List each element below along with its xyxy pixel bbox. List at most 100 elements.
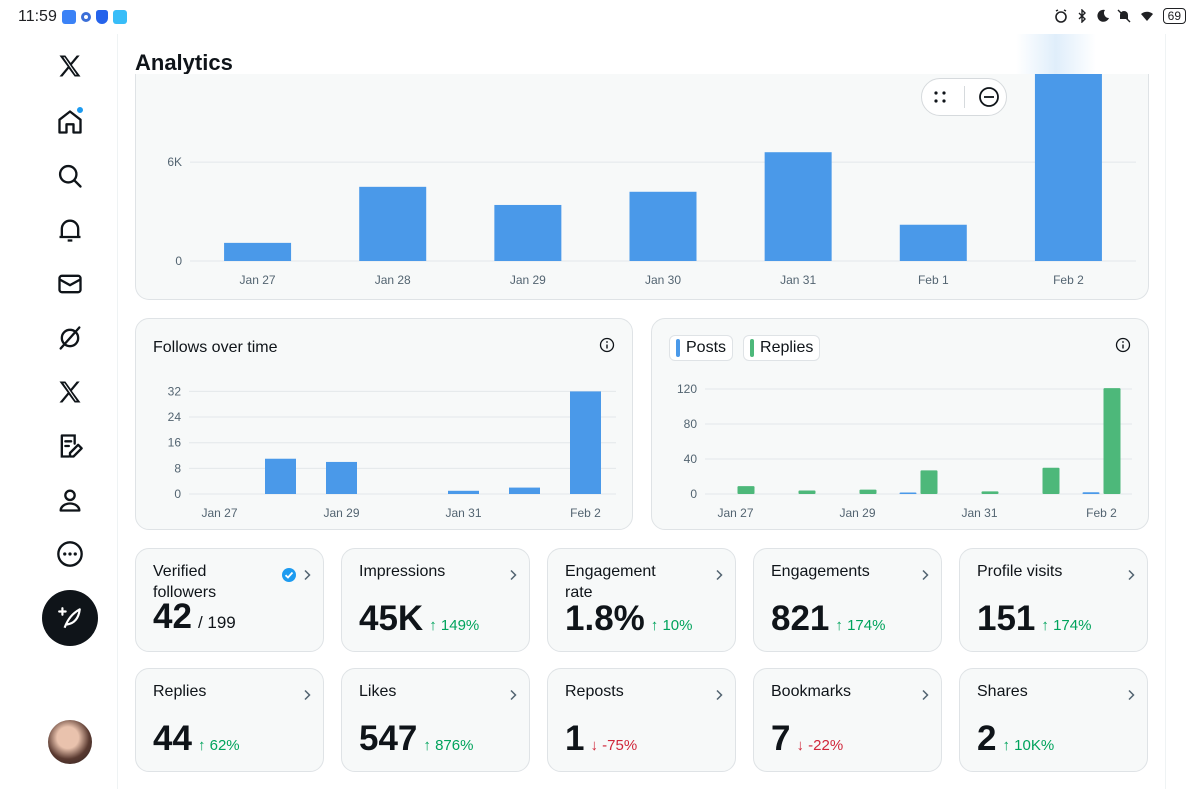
chevron-right-icon[interactable] — [713, 569, 725, 581]
bar[interactable] — [224, 242, 292, 261]
stat-card-replies[interactable]: Replies 44 ↑ 62% — [135, 668, 324, 772]
stat-value: 821 — [771, 599, 830, 638]
chevron-right-icon[interactable] — [919, 689, 931, 701]
grok-icon[interactable] — [42, 316, 98, 360]
avatar[interactable] — [48, 720, 92, 764]
stat-value: 2 — [977, 719, 997, 758]
stat-card-likes[interactable]: Likes 547 ↑ 876% — [341, 668, 530, 772]
stat-card-engagement-rate[interactable]: Engagement rate 1.8% ↑ 10% — [547, 548, 736, 652]
y-tick-label: 32 — [168, 384, 182, 398]
stat-subvalue: / 199 — [197, 613, 236, 632]
stat-card-impressions[interactable]: Impressions 45K ↑ 149% — [341, 548, 530, 652]
stat-delta: ↑ 10K% — [1002, 737, 1055, 754]
chevron-right-icon[interactable] — [507, 569, 519, 581]
stat-value-row: 151 ↑ 174% — [977, 599, 1091, 639]
chevron-right-icon[interactable] — [301, 689, 313, 701]
legend-replies-swatch — [750, 339, 755, 357]
search-icon[interactable] — [42, 154, 98, 198]
bar[interactable] — [265, 458, 296, 494]
x-tick-label: Feb 2 — [1086, 506, 1117, 520]
bar-replies[interactable] — [798, 490, 816, 495]
x-tick-label: Jan 28 — [375, 273, 411, 287]
bar[interactable] — [764, 152, 832, 261]
stat-card-engagements[interactable]: Engagements 821 ↑ 174% — [753, 548, 942, 652]
stat-card-verified-followers[interactable]: Verified followers 42 / 199 — [135, 548, 324, 652]
bar-replies[interactable] — [981, 491, 999, 494]
chevron-right-icon[interactable] — [301, 569, 313, 581]
y-tick-label: 6K — [167, 155, 182, 169]
alarm-icon — [1054, 9, 1067, 23]
legend-posts[interactable]: Posts — [669, 335, 734, 361]
compose-post-button[interactable] — [42, 590, 98, 646]
stat-value: 44 — [153, 719, 192, 758]
stat-label: Engagement rate — [565, 563, 656, 601]
stat-value: 1 — [565, 719, 585, 758]
bar-replies[interactable] — [737, 486, 755, 494]
chevron-right-icon[interactable] — [1125, 569, 1137, 581]
stat-card-shares[interactable]: Shares 2 ↑ 10K% — [959, 668, 1148, 772]
chevron-right-icon[interactable] — [919, 569, 931, 581]
mail-icon[interactable] — [42, 262, 98, 306]
bar[interactable] — [509, 487, 540, 494]
stat-card-bookmarks[interactable]: Bookmarks 7 ↓ -22% — [753, 668, 942, 772]
x-tick-label: Jan 29 — [510, 273, 546, 287]
stat-card-reposts[interactable]: Reposts 1 ↓ -75% — [547, 668, 736, 772]
stat-value: 151 — [977, 599, 1036, 638]
left-navigation — [0, 34, 118, 789]
bar[interactable] — [629, 191, 697, 261]
stat-value-row: 42 / 199 — [153, 597, 236, 637]
chevron-right-icon[interactable] — [713, 689, 725, 701]
bar[interactable] — [359, 186, 427, 261]
chevron-right-icon[interactable] — [507, 689, 519, 701]
stat-value-row: 44 ↑ 62% — [153, 719, 240, 759]
legend-posts-label: Posts — [686, 339, 727, 356]
stat-value-row: 45K ↑ 149% — [359, 599, 479, 639]
posts-replies-chart[interactable]: 0 40 80 120 Jan 27 Jan 29 Jan 31 Feb 2 — [652, 319, 1150, 531]
bar-replies[interactable] — [920, 470, 938, 494]
bar[interactable] — [494, 204, 562, 261]
minimize-icon[interactable] — [978, 86, 1000, 108]
stat-delta: ↑ 149% — [429, 617, 480, 634]
x-tick-label: Jan 29 — [323, 506, 359, 520]
bar-posts[interactable] — [899, 492, 917, 495]
bar-replies[interactable] — [859, 489, 877, 494]
stat-value: 547 — [359, 719, 418, 758]
x-logo-icon[interactable] — [42, 44, 98, 88]
stat-value: 42 — [153, 597, 192, 636]
x-tick-label: Jan 30 — [645, 273, 681, 287]
bar[interactable] — [1034, 13, 1102, 261]
chevron-right-icon[interactable] — [1125, 689, 1137, 701]
bar[interactable] — [570, 391, 601, 494]
x-tick-label: Jan 27 — [717, 506, 753, 520]
profile-icon[interactable] — [42, 478, 98, 522]
bluetooth-icon — [1078, 9, 1086, 23]
bar-replies[interactable] — [1103, 388, 1121, 494]
stat-label: Reposts — [565, 683, 624, 700]
chart-legend: Posts Replies — [669, 335, 821, 361]
bar-replies[interactable] — [1042, 467, 1060, 494]
stat-value-row: 1 ↓ -75% — [565, 719, 637, 759]
verified-badge-icon — [282, 568, 296, 582]
legend-replies[interactable]: Replies — [743, 335, 821, 361]
bar[interactable] — [448, 490, 479, 494]
bell-icon[interactable] — [42, 208, 98, 252]
y-tick-label: 24 — [168, 410, 182, 424]
bar[interactable] — [326, 461, 357, 494]
drag-handle-icon[interactable] — [929, 86, 951, 108]
bar[interactable] — [899, 224, 967, 261]
home-icon[interactable] — [42, 100, 98, 144]
follows-chart[interactable]: 0 8 16 24 32 Jan 27 Jan 29 Jan 31 Feb 2 — [136, 319, 634, 531]
bar-posts[interactable] — [1082, 492, 1100, 494]
stat-value-row: 2 ↑ 10K% — [977, 719, 1054, 759]
info-icon[interactable] — [599, 337, 615, 353]
x-premium-icon[interactable] — [42, 370, 98, 414]
stat-delta: ↓ -75% — [590, 737, 638, 754]
notes-icon[interactable] — [42, 424, 98, 468]
more-icon[interactable] — [42, 532, 98, 576]
posts-replies-chart-card: Posts Replies 0 40 80 120 Jan 27 Jan 29 Jan 31… — [651, 318, 1149, 530]
stat-card-profile-visits[interactable]: Profile visits 151 ↑ 174% — [959, 548, 1148, 652]
x-tick-label: Feb 1 — [918, 273, 949, 287]
status-time: 11:59 — [18, 8, 57, 25]
y-tick-label: 0 — [175, 254, 182, 268]
info-icon[interactable] — [1115, 337, 1131, 353]
